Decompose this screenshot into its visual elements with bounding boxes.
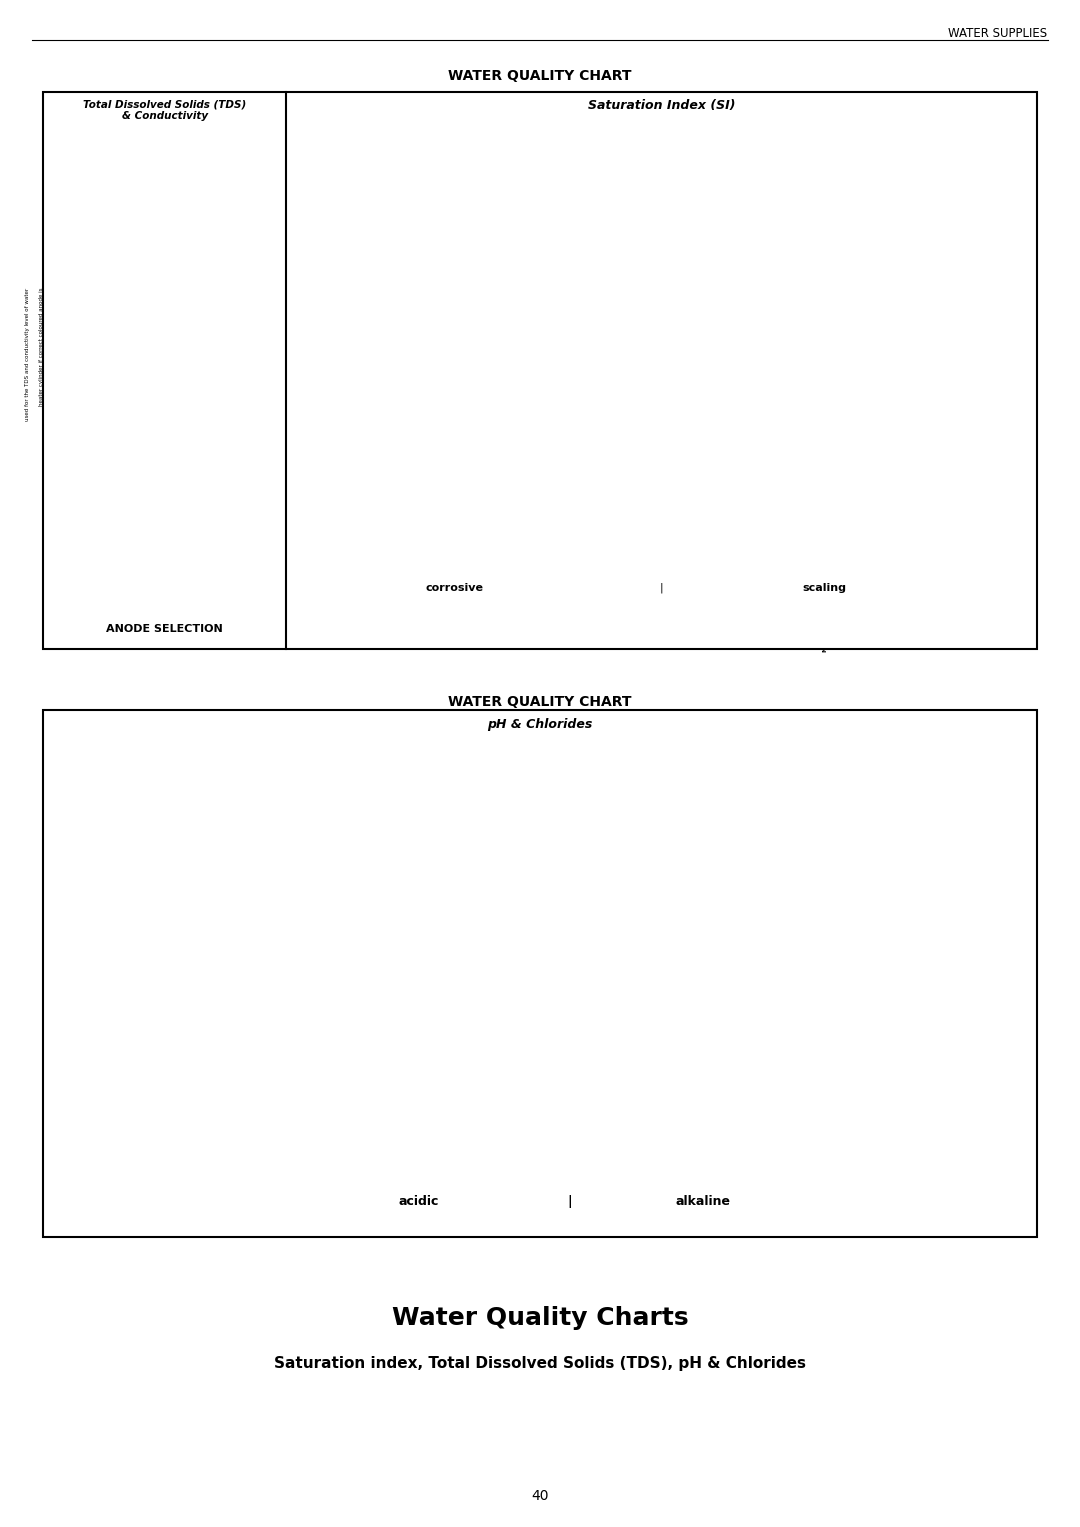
Text: WITHIN WARRANTY
SPECIFICATION: WITHIN WARRANTY SPECIFICATION — [540, 348, 677, 377]
Text: No warranty applies to a heatpump heat exchanger or an open collector unless com: No warranty applies to a heatpump heat e… — [940, 202, 944, 594]
Text: Saturation index, Total Dissolved Solids (TDS), pH & Chlorides: Saturation index, Total Dissolved Solids… — [274, 1356, 806, 1371]
Text: WATER QUALITY CHART: WATER QUALITY CHART — [448, 69, 632, 82]
Text: NO WARRANTY APPLIES
to a stainless steel water heater cylinder
or to a stainless: NO WARRANTY APPLIES to a stainless steel… — [627, 831, 854, 864]
Text: heater cylinder if correct coloured anode is: heater cylinder if correct coloured anod… — [39, 287, 44, 406]
Bar — [130, 191, 200, 626]
Text: used for the TDS and conductivity level of water: used for the TDS and conductivity level … — [25, 287, 30, 421]
Text: WITHIN WARRANTY
SPECIFICATION: WITHIN WARRANTY SPECIFICATION — [676, 1025, 806, 1052]
Text: scaling: scaling — [802, 583, 847, 592]
Text: Water Quality Charts: Water Quality Charts — [392, 1306, 688, 1330]
X-axis label: pH: pH — [561, 1180, 579, 1193]
Text: No warranty applies to a temperature/pressure relief valve or a water heater cyl: No warranty applies to a temperature/pre… — [823, 202, 827, 652]
Text: No warranty applies to an open (finless) solar collector: No warranty applies to an open (finless)… — [357, 202, 363, 395]
Text: 215: 215 — [204, 518, 221, 527]
Text: 40: 40 — [113, 592, 125, 602]
Text: No warranty applies to a copper sheathed heating unit: No warranty applies to a copper sheathed… — [400, 202, 405, 394]
Text: |: | — [660, 583, 663, 592]
Bar — [467, 802, 1015, 1153]
Text: ANODE SELECTION: ANODE SELECTION — [106, 623, 224, 634]
Text: 570: 570 — [204, 347, 221, 354]
Text: NO WARRANTY APPLIES
to a stainless steel water heater cylinder
or to a stainless: NO WARRANTY APPLIES to a stainless steel… — [183, 974, 409, 1006]
Text: WATER QUALITY CHART: WATER QUALITY CHART — [448, 695, 632, 709]
Y-axis label: CHLORIDES: CHLORIDES — [71, 938, 84, 1017]
Text: 150: 150 — [108, 518, 125, 527]
Text: Use a closed forced water heater: Use a closed forced water heater — [337, 202, 341, 318]
Text: pH & Chlorides: pH & Chlorides — [487, 718, 593, 731]
Text: Use a decorative radiofin heating unit: Use a decorative radiofin heating unit — [379, 202, 383, 334]
Text: warranty applies to vitreous enamel flow water: warranty applies to vitreous enamel flow… — [53, 287, 58, 418]
Text: 600: 600 — [108, 206, 125, 215]
Text: 400: 400 — [108, 347, 125, 354]
Text: alkaline: alkaline — [676, 1196, 731, 1208]
Text: WATER SUPPLIES: WATER SUPPLIES — [948, 27, 1048, 41]
Text: 860: 860 — [204, 206, 221, 215]
Text: 60: 60 — [204, 592, 216, 602]
Bar — [423, 183, 794, 542]
Text: 2500: 2500 — [81, 224, 105, 234]
Text: No warranty applies to a standard water safety heating unit. Use a low water den: No warranty applies to a standard water … — [881, 202, 886, 547]
Text: acidic: acidic — [399, 1196, 438, 1208]
Text: 40: 40 — [531, 1489, 549, 1503]
Text: |: | — [567, 1196, 572, 1208]
Bar — [467, 907, 1015, 1153]
Text: TOTAL DISSOLVED
SOLIDS (TDS) - mg/L: TOTAL DISSOLVED SOLIDS (TDS) - mg/L — [77, 379, 90, 458]
Text: Saturation Index (SI): Saturation Index (SI) — [588, 99, 735, 113]
Text: Total Dissolved Solids (TDS)
& Conductivity: Total Dissolved Solids (TDS) & Conductiv… — [83, 99, 246, 121]
Text: corrosive: corrosive — [426, 583, 484, 592]
X-axis label: SATURATION INDEX
(measured @ 60°C water temperature): SATURATION INDEX (measured @ 60°C water … — [540, 568, 783, 589]
Text: CONDUCTIVITY - μS/m: CONDUCTIVITY - μS/m — [243, 374, 249, 461]
Text: Black
=
Orange: Black = Orange — [149, 423, 180, 452]
Text: 3570: 3570 — [204, 224, 227, 234]
